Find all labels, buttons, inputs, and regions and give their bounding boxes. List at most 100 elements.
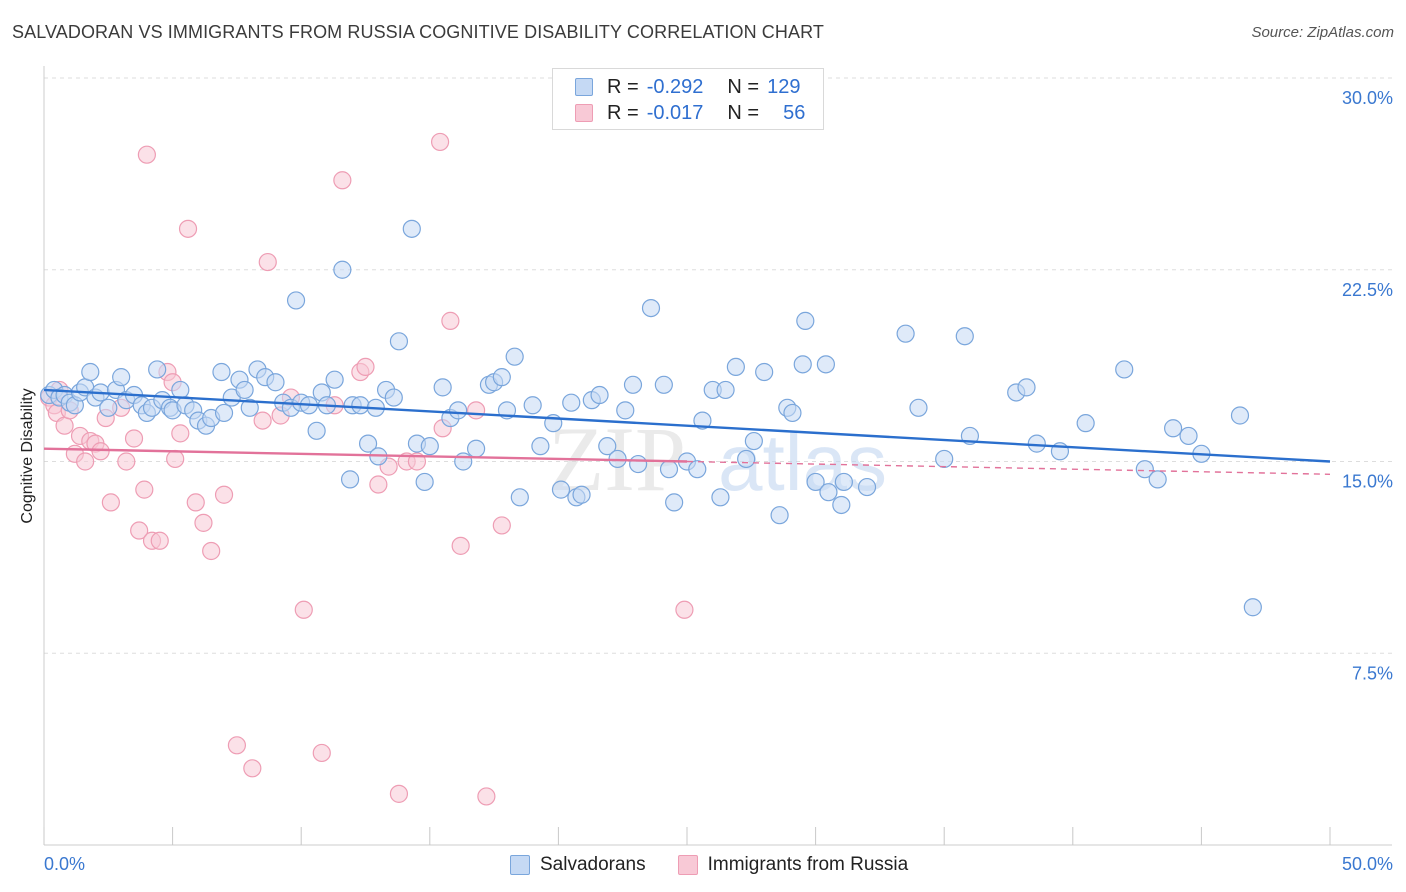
- russia-immigrant-point: [430, 132, 450, 152]
- salvadoran-point: [384, 388, 403, 407]
- salvadoran-point: [307, 421, 326, 440]
- salvadoran-point: [1164, 419, 1183, 438]
- russia-immigrant-point: [171, 424, 190, 443]
- russia-immigrant-point: [253, 411, 272, 430]
- legend-row-salvadorans: R = -0.292 N = 129: [575, 74, 800, 100]
- russia-immigrant-point: [333, 171, 352, 190]
- chart-title: SALVADORAN VS IMMIGRANTS FROM RUSSIA COG…: [12, 22, 824, 42]
- russia-immigrant-point: [466, 401, 486, 420]
- salvadoran-point: [688, 460, 707, 479]
- salvadoran-point: [389, 332, 409, 351]
- salvadoran-point: [955, 327, 974, 346]
- legend-swatch-pink: [575, 104, 593, 122]
- russia-immigrant-point: [117, 452, 136, 471]
- salvadoran-point: [834, 472, 853, 492]
- russia-immigrant-point: [194, 513, 213, 532]
- trend-line-russia-extension: [686, 460, 1331, 475]
- salvadoran-point: [81, 362, 100, 382]
- y-tick-label: 22.5%: [1342, 280, 1393, 300]
- legend-item-russia: Immigrants from Russia: [677, 854, 909, 876]
- russia-immigrant-point: [130, 521, 149, 540]
- legend-r-label: R =: [607, 75, 639, 98]
- salvadoran-point: [641, 299, 661, 318]
- legend-r-value: -0.292: [646, 75, 704, 98]
- salvadoran-point: [1076, 414, 1095, 433]
- salvadoran-point: [909, 398, 928, 417]
- salvadoran-point: [796, 311, 815, 330]
- russia-immigrant-point: [312, 743, 331, 763]
- salvadoran-point: [616, 401, 635, 420]
- salvadoran-point: [99, 398, 118, 417]
- russia-immigrant-point: [178, 219, 198, 238]
- salvadoran-point: [454, 452, 473, 471]
- salvadoran-point: [819, 483, 838, 502]
- legend-label: Immigrants from Russia: [707, 854, 909, 875]
- salvadoran-point: [214, 403, 234, 423]
- salvadoran-point: [340, 470, 360, 489]
- salvadoran-point: [783, 403, 802, 423]
- russia-immigrant-point: [150, 531, 169, 550]
- salvadoran-point: [1135, 460, 1154, 479]
- correlation-legend: R = -0.292 N = 129 R = -0.017 N = 56: [552, 68, 824, 130]
- salvadoran-point: [896, 324, 915, 343]
- salvadoran-point: [623, 375, 643, 394]
- salvadoran-point: [793, 355, 812, 374]
- salvadoran-point: [659, 460, 679, 479]
- legend-r-label: R =: [607, 101, 639, 124]
- trend-lines: [43, 388, 1331, 475]
- y-tick-label: 7.5%: [1352, 663, 1393, 683]
- salvadoran-point: [235, 380, 254, 400]
- y-tick-label: 15.0%: [1342, 472, 1393, 492]
- salvadoran-point: [420, 437, 439, 456]
- russia-immigrant-point: [675, 600, 694, 619]
- salvadoran-point: [665, 493, 684, 512]
- salvadoran-point: [531, 437, 550, 456]
- salvadoran-point: [510, 488, 529, 507]
- salvadoran-point: [325, 370, 344, 389]
- salvadoran-point: [755, 362, 774, 382]
- salvadoran-point: [1148, 470, 1167, 489]
- salvadoran-point: [654, 375, 673, 394]
- legend-swatch-pink: [677, 855, 698, 875]
- salvadoran-point: [286, 291, 306, 310]
- legend-item-salvadorans: Salvadorans: [510, 854, 646, 876]
- salvadoran-point: [523, 396, 542, 415]
- y-axis-label: Cognitive Disability: [19, 388, 36, 524]
- salvadoran-point: [240, 398, 259, 417]
- legend-swatch-blue: [575, 78, 593, 96]
- salvadoran-point: [598, 437, 617, 456]
- salvadoran-point: [171, 380, 190, 400]
- russia-immigrant-point: [356, 357, 375, 377]
- salvadoran-point: [806, 472, 825, 492]
- source-credit: Source: ZipAtlas.com: [1251, 24, 1394, 41]
- russia-immigrant-point: [55, 416, 74, 435]
- legend-n-value: 56: [783, 101, 806, 124]
- axes: [43, 66, 1392, 846]
- salvadoran-point: [551, 480, 571, 499]
- russia-immigrant-point: [137, 145, 156, 164]
- russia-immigrant-point: [91, 442, 110, 461]
- salvadoran-point: [857, 477, 877, 497]
- salvadoran-point: [726, 357, 745, 377]
- russia-immigrant-point: [441, 311, 460, 330]
- legend-r-value: -0.017: [646, 101, 704, 124]
- russia-immigrant-point: [124, 429, 144, 448]
- russia-immigrant-point: [166, 449, 185, 469]
- legend-label: Salvadorans: [540, 854, 646, 875]
- salvadoran-point: [1243, 598, 1262, 617]
- salvadoran-point: [505, 347, 524, 366]
- salvadoran-point: [629, 454, 648, 474]
- salvadoran-point: [1230, 406, 1250, 425]
- salvadoran-point: [448, 401, 468, 420]
- salvadoran-point: [770, 506, 789, 525]
- salvadoran-point: [1017, 378, 1036, 397]
- salvadoran-point: [935, 449, 954, 469]
- salvadoran-point: [744, 431, 763, 451]
- salvadoran-point: [148, 360, 167, 379]
- tick-labels: 7.5% 15.0% 22.5% 30.0% 0.0% 50.0%: [44, 88, 1393, 874]
- russia-immigrant-point: [214, 485, 234, 504]
- russia-immigrant-point: [451, 536, 470, 555]
- salvadoran-point: [466, 439, 486, 458]
- salvadoran-point: [266, 373, 285, 392]
